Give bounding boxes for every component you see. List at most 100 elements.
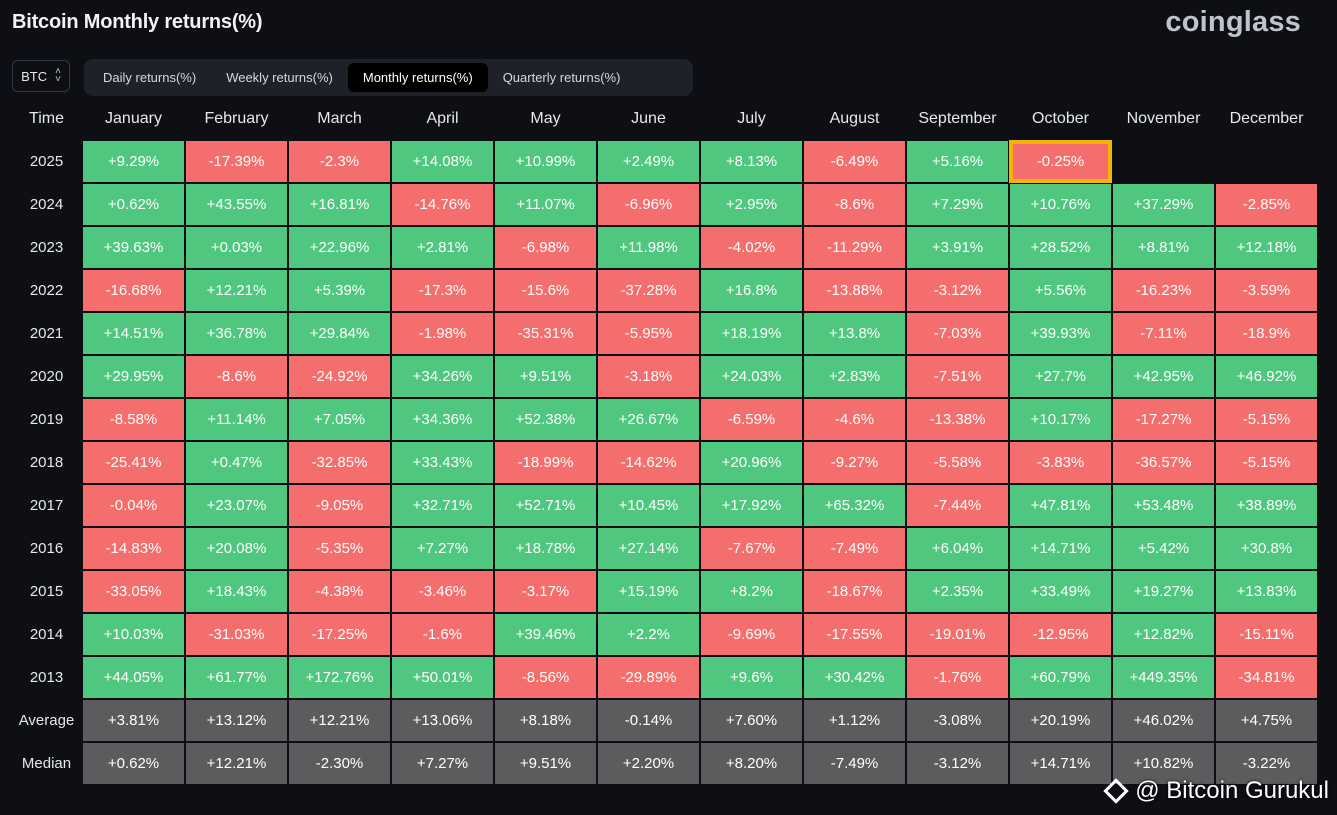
- return-cell: -2.85%: [1216, 184, 1317, 225]
- binance-diamond-icon: [1103, 778, 1129, 804]
- return-cell: +29.95%: [83, 356, 184, 397]
- return-cell: +34.36%: [392, 399, 493, 440]
- return-cell: -8.6%: [186, 356, 287, 397]
- tab-daily-returns[interactable]: Daily returns(%): [103, 70, 197, 85]
- return-cell: +28.52%: [1010, 227, 1111, 268]
- return-cell: +46.92%: [1216, 356, 1317, 397]
- return-cell: +65.32%: [804, 485, 905, 526]
- return-cell: +15.19%: [598, 571, 699, 612]
- stat-cell: -0.14%: [598, 700, 699, 741]
- return-cell: -37.28%: [598, 270, 699, 311]
- return-cell: -3.17%: [495, 571, 596, 612]
- return-cell: -3.83%: [1010, 442, 1111, 483]
- return-cell: +10.17%: [1010, 399, 1111, 440]
- return-cell: +449.35%: [1113, 657, 1214, 698]
- return-cell: +5.16%: [907, 141, 1008, 182]
- return-cell: -4.38%: [289, 571, 390, 612]
- return-cell: -6.49%: [804, 141, 905, 182]
- year-label: 2017: [29, 497, 64, 514]
- stat-cell: -2.30%: [289, 743, 390, 784]
- table-row: 2013 +44.05% +61.77% +172.76% +50.01% -8.56% -…: [12, 657, 1317, 698]
- return-cell: -7.11%: [1113, 313, 1214, 354]
- return-cell: -35.31%: [495, 313, 596, 354]
- return-cell: +34.26%: [392, 356, 493, 397]
- return-cell: +44.05%: [83, 657, 184, 698]
- time-header: Time: [29, 110, 64, 127]
- month-header: April: [426, 110, 459, 127]
- table-row: 2014 +10.03% -31.03% -17.25% -1.6% +39.46% +2.…: [12, 614, 1317, 655]
- return-cell: +30.42%: [804, 657, 905, 698]
- return-cell: +3.91%: [907, 227, 1008, 268]
- return-cell: +8.2%: [701, 571, 802, 612]
- tab-weekly-returns[interactable]: Weekly returns(%): [226, 70, 333, 85]
- stat-cell: -3.08%: [907, 700, 1008, 741]
- return-cell: +7.29%: [907, 184, 1008, 225]
- return-cell: -16.23%: [1113, 270, 1214, 311]
- return-cell: +30.8%: [1216, 528, 1317, 569]
- return-cell: -16.68%: [83, 270, 184, 311]
- return-cell: +20.96%: [701, 442, 802, 483]
- return-cell: +52.38%: [495, 399, 596, 440]
- return-cell: -17.27%: [1113, 399, 1214, 440]
- table-row: 2018 -25.41% +0.47% -32.85% +33.43% -18.99% -1…: [12, 442, 1317, 483]
- year-label: 2020: [29, 368, 64, 385]
- return-cell: -11.29%: [804, 227, 905, 268]
- table-row: 2022 -16.68% +12.21% +5.39% -17.3% -15.6% -37.…: [12, 270, 1317, 311]
- return-cell: +10.99%: [495, 141, 596, 182]
- table-header-row: Time January February March April May June Jul…: [12, 99, 1317, 139]
- return-cell: -6.59%: [701, 399, 802, 440]
- return-cell: -17.25%: [289, 614, 390, 655]
- table-row: 2021 +14.51% +36.78% +29.84% -1.98% -35.31% -5…: [12, 313, 1317, 354]
- return-cell: +7.05%: [289, 399, 390, 440]
- stat-cell: +13.06%: [392, 700, 493, 741]
- return-cell: +47.81%: [1010, 485, 1111, 526]
- return-cell: -13.88%: [804, 270, 905, 311]
- return-cell: +2.49%: [598, 141, 699, 182]
- return-cell: +33.49%: [1010, 571, 1111, 612]
- return-cell: -9.27%: [804, 442, 905, 483]
- stat-cell: +46.02%: [1113, 700, 1214, 741]
- return-cell: -2.3%: [289, 141, 390, 182]
- return-cell: -7.44%: [907, 485, 1008, 526]
- coin-select[interactable]: BTC ˄ ˅: [12, 60, 70, 92]
- return-cell: -18.9%: [1216, 313, 1317, 354]
- return-cell: +22.96%: [289, 227, 390, 268]
- table-row: 2023 +39.63% +0.03% +22.96% +2.81% -6.98% +11.…: [12, 227, 1317, 268]
- return-cell: +2.35%: [907, 571, 1008, 612]
- return-cell: +39.46%: [495, 614, 596, 655]
- tab-quarterly-returns[interactable]: Quarterly returns(%): [502, 70, 621, 85]
- return-cell: +53.48%: [1113, 485, 1214, 526]
- return-cell: +16.81%: [289, 184, 390, 225]
- return-cell: -31.03%: [186, 614, 287, 655]
- return-cell: +5.39%: [289, 270, 390, 311]
- stat-cell: +13.12%: [186, 700, 287, 741]
- return-cell: -33.05%: [83, 571, 184, 612]
- return-cell: -14.62%: [598, 442, 699, 483]
- return-cell: +27.7%: [1010, 356, 1111, 397]
- return-cell: +9.6%: [701, 657, 802, 698]
- tab-monthly-returns[interactable]: Monthly returns(%): [347, 63, 488, 92]
- returns-table-container: Time January February March April May June Jul…: [0, 97, 1319, 786]
- return-cell: +0.62%: [83, 184, 184, 225]
- return-cell: +19.27%: [1113, 571, 1214, 612]
- table-row: 2016 -14.83% +20.08% -5.35% +7.27% +18.78% +27…: [12, 528, 1317, 569]
- return-cell: -5.95%: [598, 313, 699, 354]
- return-cell: -7.03%: [907, 313, 1008, 354]
- table-body: 2025 +9.29% -17.39% -2.3% +14.08% +10.99% +2.4…: [12, 140, 1317, 784]
- return-cell: -17.55%: [804, 614, 905, 655]
- return-cell: -9.69%: [701, 614, 802, 655]
- stat-label: Average: [18, 712, 75, 729]
- return-cell: -14.83%: [83, 528, 184, 569]
- stat-cell: +8.18%: [495, 700, 596, 741]
- return-cell: +29.84%: [289, 313, 390, 354]
- table-row: 2017 -0.04% +23.07% -9.05% +32.71% +52.71% +10…: [12, 485, 1317, 526]
- return-cell: -15.11%: [1216, 614, 1317, 655]
- table-row: 2020 +29.95% -8.6% -24.92% +34.26% +9.51% -3.1…: [12, 356, 1317, 397]
- return-cell: +26.67%: [598, 399, 699, 440]
- stat-cell: +14.71%: [1010, 743, 1111, 784]
- month-header: February: [204, 110, 269, 127]
- stat-cell: +2.20%: [598, 743, 699, 784]
- return-cell: -19.01%: [907, 614, 1008, 655]
- return-cell: +11.98%: [598, 227, 699, 268]
